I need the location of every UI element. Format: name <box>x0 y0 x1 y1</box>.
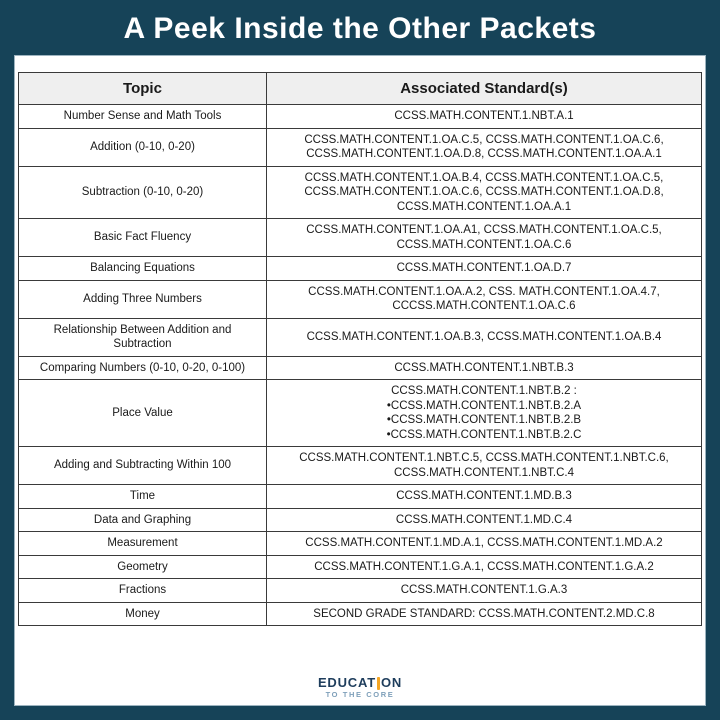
standards-cell: CCSS.MATH.CONTENT.1.G.A.1, CCSS.MATH.CON… <box>266 554 702 579</box>
table-row: Subtraction (0-10, 0-20) CCSS.MATH.CONTEN… <box>18 165 702 219</box>
table-row: Measurement CCSS.MATH.CONTENT.1.MD.A.1, C… <box>18 531 702 556</box>
table-row: Comparing Numbers (0-10, 0-20, 0-100) CCS… <box>18 355 702 380</box>
standards-cell: CCSS.MATH.CONTENT.1.NBT.A.1 <box>266 104 702 129</box>
table-row: Balancing Equations CCSS.MATH.CONTENT.1.O… <box>18 256 702 281</box>
standards-cell: CCSS.MATH.CONTENT.1.OA.D.7 <box>266 256 702 281</box>
standards-cell: CCSS.MATH.CONTENT.1.MD.C.4 <box>266 507 702 532</box>
standards-table-body: Number Sense and Math Tools CCSS.MATH.CON… <box>18 104 702 626</box>
pencil-icon <box>376 677 380 690</box>
table-row: Adding and Subtracting Within 100 CCSS.MA… <box>18 446 702 485</box>
page-title: A Peek Inside the Other Packets <box>123 12 597 45</box>
topic-cell: Comparing Numbers (0-10, 0-20, 0-100) <box>18 355 267 380</box>
standards-cell: CCSS.MATH.CONTENT.1.MD.A.1, CCSS.MATH.CO… <box>266 531 702 556</box>
topic-cell: Fractions <box>18 578 267 603</box>
topic-cell: Addition (0-10, 0-20) <box>18 127 267 167</box>
standards-cell: CCSS.MATH.CONTENT.1.OA.A.2, CSS. MATH.CO… <box>266 279 702 319</box>
table-row: Addition (0-10, 0-20) CCSS.MATH.CONTENT.1… <box>18 127 702 167</box>
logo-tagline: TO THE CORE <box>325 690 395 699</box>
standards-cell: CCSS.MATH.CONTENT.1.G.A.3 <box>266 578 702 603</box>
topic-cell: Balancing Equations <box>18 256 267 281</box>
topic-cell: Subtraction (0-10, 0-20) <box>18 165 267 219</box>
topic-cell: Place Value <box>18 379 267 447</box>
table-row: Fractions CCSS.MATH.CONTENT.1.G.A.3 <box>18 578 702 603</box>
table-row: Adding Three Numbers CCSS.MATH.CONTENT.1.… <box>18 279 702 319</box>
table-row: Money SECOND GRADE STANDARD: CCSS.MATH.CO… <box>18 601 702 626</box>
topic-cell: Basic Fact Fluency <box>18 218 267 257</box>
table-row: Number Sense and Math Tools CCSS.MATH.CON… <box>18 104 702 129</box>
topic-cell: Adding and Subtracting Within 100 <box>18 446 267 485</box>
logo-word-left: EDUCAT <box>317 675 376 690</box>
standards-cell: CCSS.MATH.CONTENT.1.OA.A1, CCSS.MATH.CON… <box>266 218 702 257</box>
topic-cell: Relationship Between Addition and Subtra… <box>18 317 267 357</box>
standards-cell: CCSS.MATH.CONTENT.1.MD.B.3 <box>266 484 702 509</box>
topic-cell: Geometry <box>18 554 267 579</box>
topic-cell: Number Sense and Math Tools <box>18 104 267 129</box>
table-row: Basic Fact Fluency CCSS.MATH.CONTENT.1.OA… <box>18 218 702 257</box>
standards-column-header: Associated Standard(s) <box>266 72 702 105</box>
table-row: Time CCSS.MATH.CONTENT.1.MD.B.3 <box>18 484 702 509</box>
table-row: Geometry CCSS.MATH.CONTENT.1.G.A.1, CCSS.… <box>18 554 702 579</box>
content-panel: Topic Associated Standard(s) Number Sens… <box>14 55 706 706</box>
table-row: Relationship Between Addition and Subtra… <box>18 317 702 357</box>
standards-table: Topic Associated Standard(s) Number Sens… <box>18 72 702 626</box>
education-to-the-core-logo: EDUCAT ON TO THE CORE <box>14 674 706 699</box>
table-row: Data and Graphing CCSS.MATH.CONTENT.1.MD.… <box>18 507 702 532</box>
topic-cell: Measurement <box>18 531 267 556</box>
table-row: Place Value CCSS.MATH.CONTENT.1.NBT.B.2 :… <box>18 379 702 447</box>
logo-wordmark: EDUCAT ON <box>14 674 706 690</box>
topic-column-header: Topic <box>18 72 267 105</box>
table-header-row: Topic Associated Standard(s) <box>18 72 702 105</box>
topic-cell: Data and Graphing <box>18 507 267 532</box>
standards-cell: CCSS.MATH.CONTENT.1.NBT.C.5, CCSS.MATH.C… <box>266 446 702 485</box>
topic-cell: Time <box>18 484 267 509</box>
logo-word-right: ON <box>380 675 403 690</box>
standards-cell: CCSS.MATH.CONTENT.1.NBT.B.3 <box>266 355 702 380</box>
topic-cell: Money <box>18 601 267 626</box>
standards-cell: CCSS.MATH.CONTENT.1.NBT.B.2 : •CCSS.MATH… <box>266 379 702 447</box>
standards-cell: CCSS.MATH.CONTENT.1.OA.B.4, CCSS.MATH.CO… <box>266 165 702 219</box>
topic-cell: Adding Three Numbers <box>18 279 267 319</box>
standards-cell: SECOND GRADE STANDARD: CCSS.MATH.CONTENT… <box>266 601 702 626</box>
standards-cell: CCSS.MATH.CONTENT.1.OA.C.5, CCSS.MATH.CO… <box>266 127 702 167</box>
standards-cell: CCSS.MATH.CONTENT.1.OA.B.3, CCSS.MATH.CO… <box>266 317 702 357</box>
